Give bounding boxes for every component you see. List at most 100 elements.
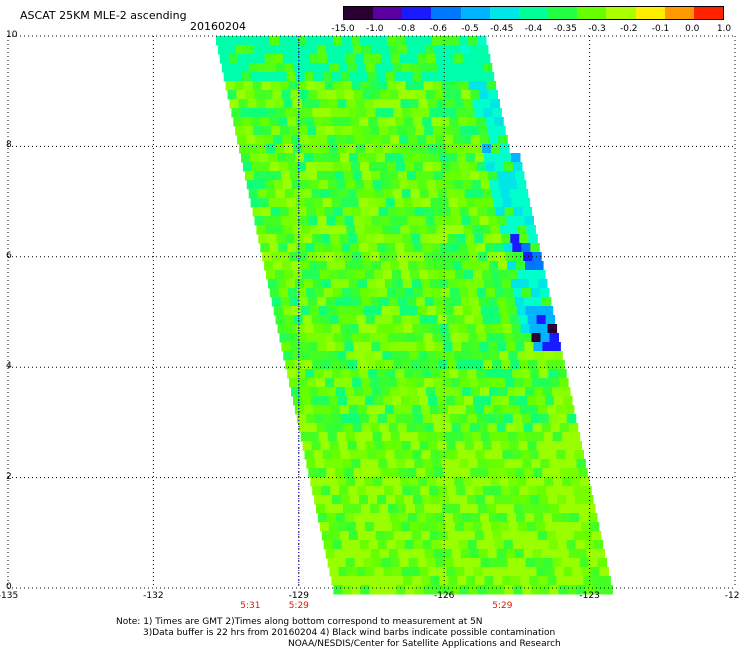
swath-cell [561, 558, 572, 568]
swath-cell [362, 90, 372, 100]
swath-cell [474, 234, 484, 244]
swath-cell [255, 180, 266, 190]
swath-cell [415, 378, 425, 388]
swath-cell [419, 270, 429, 280]
swath-cell [512, 243, 522, 253]
swath-cell [381, 54, 392, 64]
swath-cell [426, 558, 437, 568]
swath-cell [445, 477, 455, 487]
swath-cell [465, 279, 476, 289]
swath-cell [494, 288, 505, 298]
swath-cell [321, 279, 332, 289]
swath-cell [292, 225, 302, 235]
swath-cell [420, 234, 430, 244]
swath-cell [476, 414, 487, 424]
swath-cell [387, 333, 397, 343]
swath-cell [390, 387, 400, 397]
swath-cell [392, 441, 403, 451]
swath-cell [523, 504, 533, 514]
swath-cell [340, 450, 350, 460]
swath-cell [275, 63, 286, 73]
swath-cell [367, 576, 377, 586]
swath-cell [390, 306, 401, 316]
swath-cell [286, 324, 297, 334]
swath-cell [487, 171, 498, 181]
swath-cell [518, 270, 528, 280]
swath-cell [392, 270, 402, 280]
swath-cell [347, 63, 358, 73]
colorbar [343, 6, 724, 20]
colorbar-label: -0.1 [651, 24, 670, 34]
swath-cell [383, 567, 393, 577]
swath-cell [358, 198, 369, 208]
swath-cell [383, 189, 394, 199]
swath-cell [330, 234, 340, 244]
swath-cell [389, 216, 399, 226]
swath-cell [430, 576, 440, 586]
swath-cell [268, 153, 278, 163]
swath-cell [320, 315, 331, 325]
swath-cell [511, 153, 521, 163]
swath-cell [417, 54, 428, 64]
swath-cell [431, 369, 441, 379]
x-tick-label: -123 [579, 591, 600, 601]
swath-cell [441, 459, 451, 469]
swath-cell [317, 216, 327, 226]
swath-cell [534, 306, 545, 316]
swath-cell [423, 333, 433, 343]
swath-cell [428, 315, 439, 325]
swath-cell [517, 477, 527, 487]
swath-cell [539, 540, 550, 550]
swath-cell [458, 243, 468, 253]
swath-cell [406, 549, 417, 559]
swath-cell [557, 540, 568, 550]
swath-cell [339, 108, 349, 118]
swath-cell [329, 270, 339, 280]
swath-cell [451, 423, 462, 433]
swath-cell [327, 387, 337, 397]
swath-cell [391, 99, 401, 109]
swath-cell [377, 288, 388, 298]
swath-cell [545, 441, 556, 451]
swath-cell [434, 216, 444, 226]
swath-cell [317, 468, 327, 478]
swath-cell [438, 360, 448, 370]
swath-cell [536, 270, 546, 280]
swath-cell [459, 81, 470, 91]
swath-cell [350, 243, 360, 253]
swath-cell [352, 549, 363, 559]
swath-cell [457, 450, 467, 460]
y-tick-label: 4 [6, 361, 12, 372]
y-tick-label: 2 [6, 471, 12, 482]
swath-cell [376, 153, 386, 163]
swath-cell [449, 414, 460, 424]
swath-cell [599, 567, 609, 577]
swath-cell [428, 567, 438, 577]
swath-cell [498, 432, 509, 442]
swath-cell [564, 405, 575, 415]
swath-cell [364, 225, 374, 235]
swath-cell [455, 396, 465, 406]
swath-cell [441, 333, 451, 343]
swath-cell [326, 342, 336, 352]
swath-cell [427, 522, 438, 532]
swath-cell [481, 99, 491, 109]
swath-cell [386, 540, 397, 550]
swath-cell [331, 576, 341, 586]
swath-cell [547, 450, 557, 460]
swath-cell [485, 540, 496, 550]
swath-cell [563, 567, 573, 577]
swath-cell [339, 234, 349, 244]
swath-cell [476, 288, 487, 298]
swath-cell [546, 486, 556, 496]
swath-cell [418, 477, 428, 487]
swath-cell [490, 99, 500, 109]
swath-cell [264, 261, 274, 271]
swath-cell [260, 117, 270, 127]
swath-cell [404, 414, 415, 424]
swath-cell [549, 459, 559, 469]
swath-cell [463, 351, 473, 361]
swath-cell [371, 216, 381, 226]
swath-cell [365, 270, 375, 280]
swath-cell [582, 531, 593, 541]
